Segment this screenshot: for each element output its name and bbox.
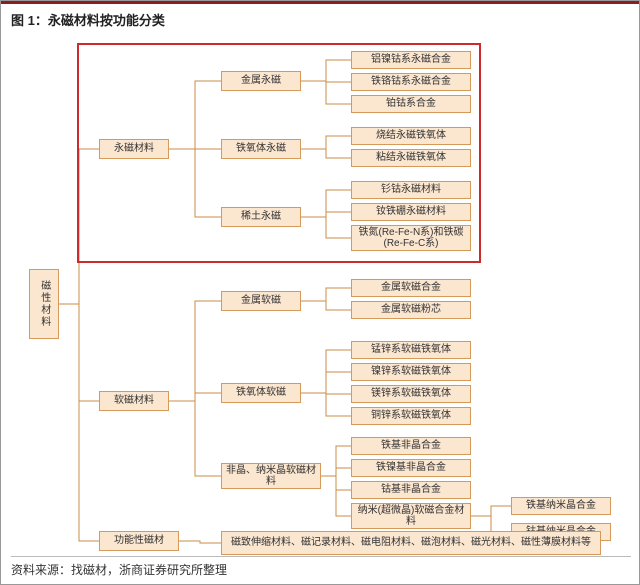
root-node: 磁性材料	[29, 269, 59, 339]
l4-0: 铁基纳米晶合金	[511, 497, 611, 515]
l1-soft: 软磁材料	[99, 391, 169, 411]
l3-10: 锰锌系软磁铁氧体	[351, 341, 471, 359]
tree-chart: 磁性材料 永磁材料软磁材料功能性磁材 金属永磁铁氧体永磁稀土永磁金属软磁铁氧体软磁非…	[11, 31, 629, 554]
l1-perm: 永磁材料	[99, 139, 169, 159]
l2-amorph: 非晶、纳米晶软磁材料	[221, 463, 321, 489]
l3-4: 粘结永磁铁氧体	[351, 149, 471, 167]
l2-ferrite_perm: 铁氧体永磁	[221, 139, 301, 159]
l2-metal_soft: 金属软磁	[221, 291, 301, 311]
l3-3: 烧结永磁铁氧体	[351, 127, 471, 145]
l3-2: 铂钴系合金	[351, 95, 471, 113]
l3-9: 金属软磁粉芯	[351, 301, 471, 319]
l3-15: 铁镍基非晶合金	[351, 459, 471, 477]
l3-13: 铜锌系软磁铁氧体	[351, 407, 471, 425]
l3-5: 钐钴永磁材料	[351, 181, 471, 199]
l3-8: 金属软磁合金	[351, 279, 471, 297]
l3-16: 钴基非晶合金	[351, 481, 471, 499]
l3-7: 铁氮(Re-Fe-N系)和铁碳(Re-Fe-C系)	[351, 225, 471, 251]
l2-metal_perm: 金属永磁	[221, 71, 301, 91]
l3-1: 铁铬钴系永磁合金	[351, 73, 471, 91]
l2-ferrite_soft: 铁氧体软磁	[221, 383, 301, 403]
figure-container: 图 1：永磁材料按功能分类 磁性材料 永磁材料软磁材料功能性磁材 金属永磁铁氧体永磁…	[0, 0, 640, 585]
l2-rare_perm: 稀土永磁	[221, 207, 301, 227]
func-detail: 磁致伸缩材料、磁记录材料、磁电阻材料、磁泡材料、磁光材料、磁性薄膜材料等	[221, 531, 601, 555]
l3-14: 铁基非晶合金	[351, 437, 471, 455]
l3-6: 钕铁硼永磁材料	[351, 203, 471, 221]
l3-0: 铝镍钴系永磁合金	[351, 51, 471, 69]
l3-12: 镁锌系软磁铁氧体	[351, 385, 471, 403]
figure-source: 资料来源：找磁材，浙商证券研究所整理	[11, 556, 631, 578]
figure-title: 图 1：永磁材料按功能分类	[1, 1, 639, 33]
l3-11: 镍锌系软磁铁氧体	[351, 363, 471, 381]
l3-nano: 纳米(超微晶)软磁合金材料	[351, 503, 471, 529]
l1-func: 功能性磁材	[99, 531, 179, 551]
